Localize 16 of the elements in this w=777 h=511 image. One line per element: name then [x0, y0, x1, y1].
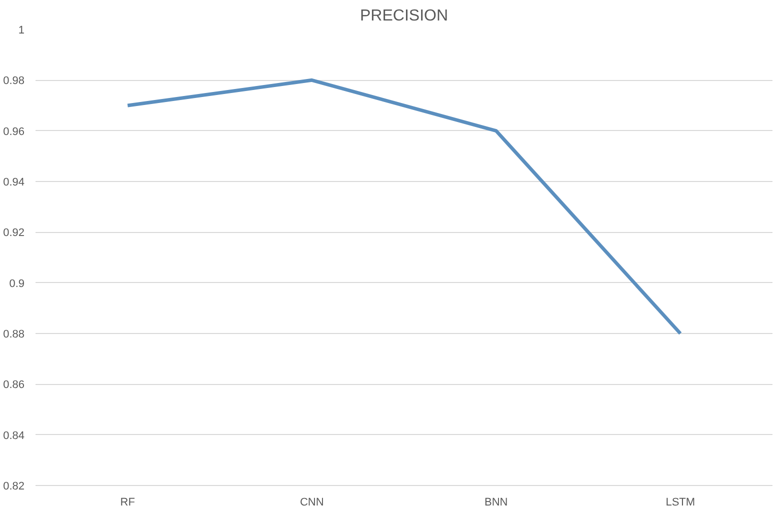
y-tick-label: 1: [18, 24, 25, 36]
y-tick-label: 0.96: [3, 126, 25, 138]
x-tick-label: RF: [120, 496, 136, 508]
x-tick-label: CNN: [300, 496, 324, 508]
y-tick-label: 0.84: [3, 430, 25, 442]
y-tick-label: 0.94: [3, 176, 25, 188]
x-tick-label: BNN: [484, 496, 508, 508]
y-tick-label: 0.98: [3, 75, 25, 88]
y-tick-label: 0.9: [9, 278, 25, 290]
y-tick-label: 0.86: [3, 379, 25, 392]
y-tick-label: 0.92: [3, 227, 25, 240]
chart-title: PRECISION: [360, 8, 448, 24]
y-tick-label: 0.88: [3, 328, 25, 340]
y-tick-label: 0.82: [3, 480, 25, 492]
line-series: [126, 78, 682, 336]
x-tick-label: LSTM: [666, 496, 696, 508]
